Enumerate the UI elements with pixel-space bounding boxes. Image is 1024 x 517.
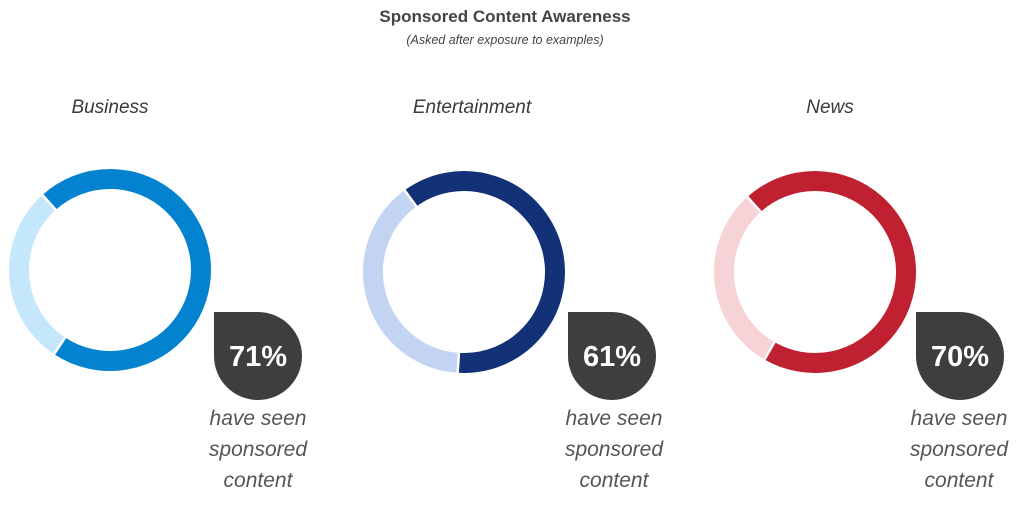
caption-line: have seen bbox=[910, 407, 1008, 430]
slice-separator bbox=[52, 335, 67, 356]
donut-slice-entertainment bbox=[404, 171, 565, 373]
percent-badge-news bbox=[916, 312, 1004, 400]
caption-line: content bbox=[924, 469, 994, 492]
percent-label-entertainment: 61% bbox=[583, 341, 641, 373]
caption-business: have seen sponsored content bbox=[173, 403, 343, 496]
donut-remainder-business bbox=[9, 194, 66, 355]
caption-line: have seen bbox=[565, 407, 663, 430]
category-label-news: News bbox=[806, 97, 854, 118]
donut-remainder-entertainment bbox=[363, 190, 460, 373]
caption-news: have seen sponsored content bbox=[874, 403, 1024, 496]
slice-separator bbox=[403, 188, 418, 209]
caption-line: sponsored bbox=[208, 438, 308, 461]
slice-separator bbox=[456, 351, 461, 374]
percent-label-news: 70% bbox=[931, 341, 989, 373]
category-label-business: Business bbox=[71, 97, 149, 118]
donut-entertainment: 61% bbox=[363, 171, 656, 400]
caption-line: sponsored bbox=[564, 438, 664, 461]
donut-slice-news bbox=[747, 171, 916, 373]
slice-separator bbox=[762, 340, 777, 361]
category-label-entertainment: Entertainment bbox=[412, 97, 532, 118]
caption-line: sponsored bbox=[909, 438, 1009, 461]
chart-title: Sponsored Content Awareness bbox=[379, 7, 631, 26]
donut-news: 70% bbox=[714, 171, 1004, 400]
donut-remainder-news bbox=[714, 196, 775, 360]
caption-line: content bbox=[223, 469, 293, 492]
caption-line: content bbox=[579, 469, 649, 492]
donut-business: 71% bbox=[9, 169, 302, 400]
caption-line: have seen bbox=[209, 407, 307, 430]
percent-badge-entertainment bbox=[568, 312, 656, 400]
chart-subtitle: (Asked after exposure to examples) bbox=[406, 33, 604, 47]
percent-label-business: 71% bbox=[229, 341, 287, 373]
caption-entertainment: have seen sponsored content bbox=[529, 403, 699, 496]
slice-separator bbox=[40, 193, 58, 212]
slice-separator bbox=[745, 195, 763, 214]
percent-badge-business bbox=[214, 312, 302, 400]
donut-slice-business bbox=[42, 169, 211, 371]
